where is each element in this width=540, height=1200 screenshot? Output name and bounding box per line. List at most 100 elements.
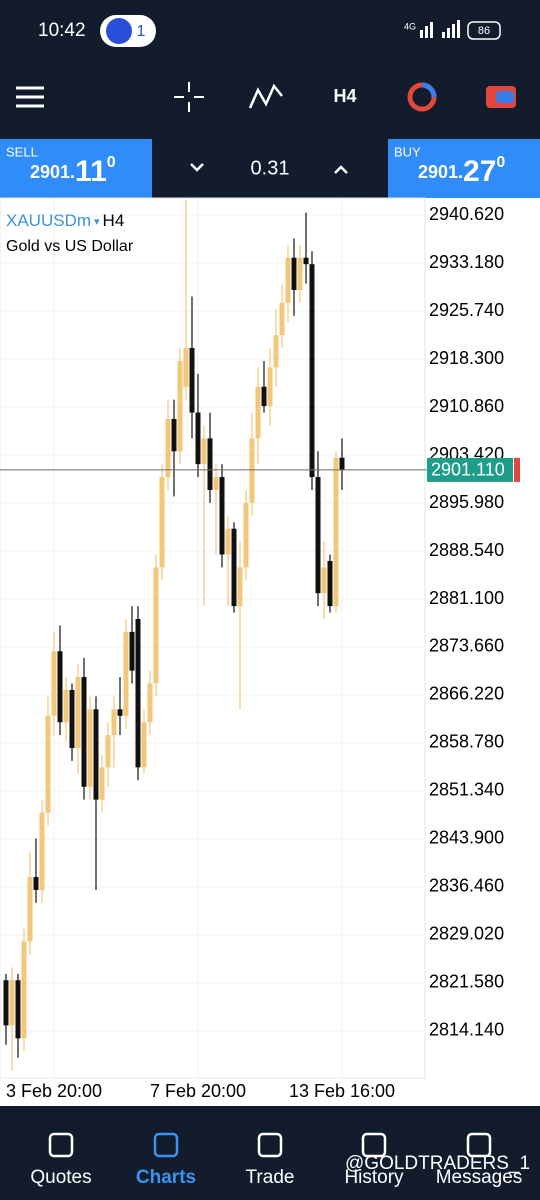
y-tick-label: 2858.780 [429,732,504,752]
y-tick-label: 2933.180 [429,252,504,272]
candle-body [105,735,111,768]
candle-body [135,619,141,768]
watermark: @GOLDTRADERS_1 [345,1153,530,1174]
candle-body [249,438,255,503]
y-tick-label: 2821.580 [429,972,504,992]
candle-body [111,709,117,736]
sell-price-big: 11 [75,155,107,188]
candle-body [21,941,27,1039]
candle-body [255,386,261,439]
candle-body [189,348,195,413]
candle-body [129,631,135,671]
bottom-nav: Quotes Charts Trade History Messages [30,1132,523,1188]
candle-body [27,877,33,942]
y-tick-label: 2814.140 [429,1020,504,1040]
candle-body [237,567,243,607]
indicator-icon[interactable] [248,83,283,109]
candle-body [123,631,129,716]
sell-price-sup: 0 [107,154,116,171]
spread-value: 0.31 [251,157,290,179]
candle-body [309,264,315,478]
candle-body [63,689,69,723]
candle-body [297,257,303,290]
candle-body [159,477,165,568]
x-tick-label: 7 Feb 20:00 [150,1081,246,1101]
candle-body [33,877,39,890]
nav-item[interactable]: History [344,1167,404,1188]
y-tick-label: 2851.340 [429,780,504,800]
crosshair-icon[interactable] [174,82,204,112]
chart-timeframe: H4 [103,211,125,230]
price-tag-edge [514,457,520,482]
sell-price-main: 2901. [30,162,75,182]
price-tag-label: 2901.110 [431,460,505,480]
candle-body [273,335,279,368]
y-tick-label: 2836.460 [429,876,504,896]
candle-body [153,567,159,684]
battery-frame [467,21,501,40]
status-network: 4G [404,21,416,31]
candle-body [339,457,345,470]
chart-symbol: XAUUSDm ▾ H4 [6,211,124,230]
nav-icon [361,1132,387,1158]
y-tick-label: 2866.220 [429,684,504,704]
nav-item[interactable]: Messages [436,1167,523,1188]
candle-body [225,528,231,555]
chart: 2940.620 2933.180 2925.740 2918.300 2910.860… [0,197,520,1101]
candle-body [261,386,267,407]
candle-body [93,709,99,800]
candle-body [15,980,21,1039]
candle-body [117,709,123,716]
y-tick-label: 2918.300 [429,348,504,368]
status-time: 10:42 [38,20,86,41]
candle-body [141,722,147,768]
nav-item[interactable]: Charts [136,1167,196,1188]
buy-price: 2901.270 [418,154,505,188]
spread-down[interactable] [190,163,204,172]
nav-icon [466,1132,492,1158]
bottom-nav-bg [0,1106,540,1200]
candle-body [267,367,273,407]
candle-body [207,438,213,490]
chart-subtitle: Gold vs US Dollar [6,238,134,255]
candle-body [327,560,333,607]
sell-price: 2901.110 [30,154,116,188]
candle-body [147,683,153,723]
candle-body [315,477,321,594]
y-tick-label: 2829.020 [429,924,504,944]
nav-item[interactable]: Quotes [30,1167,91,1188]
battery-level: 86 [478,25,490,37]
spread-up[interactable] [334,165,348,174]
candle-body [321,567,327,594]
top-bar-bg [0,0,540,138]
signal-icons [420,20,460,38]
candle-body [231,528,237,607]
sell-label: SELL [6,144,38,159]
x-tick-label: 3 Feb 20:00 [6,1081,102,1101]
candle-body [57,651,63,723]
x-tick-label: 13 Feb 16:00 [289,1081,395,1101]
objects-icon-part [421,82,437,98]
candle-body [45,715,51,813]
buy-price-main: 2901. [418,162,463,182]
candle-body [81,677,87,787]
plot-frame [0,197,426,1079]
menu-icon[interactable] [16,86,44,108]
y-tick-label: 2940.620 [429,204,504,224]
timeframe-button[interactable]: H4 [333,86,356,106]
nav-icon [257,1132,283,1158]
candle-body [243,502,249,568]
candle-body [219,477,225,555]
candle-body [171,419,177,452]
buy-button[interactable] [388,139,540,198]
nav-item[interactable]: Trade [246,1167,295,1188]
candle-body [3,980,9,1026]
trade-icon-part [496,91,514,103]
nav-icon [48,1132,74,1158]
candle-body [291,257,297,290]
candle-body [69,689,75,749]
buy-price-big: 27 [463,155,496,188]
sell-button[interactable] [0,139,152,198]
candle-body [213,477,219,490]
